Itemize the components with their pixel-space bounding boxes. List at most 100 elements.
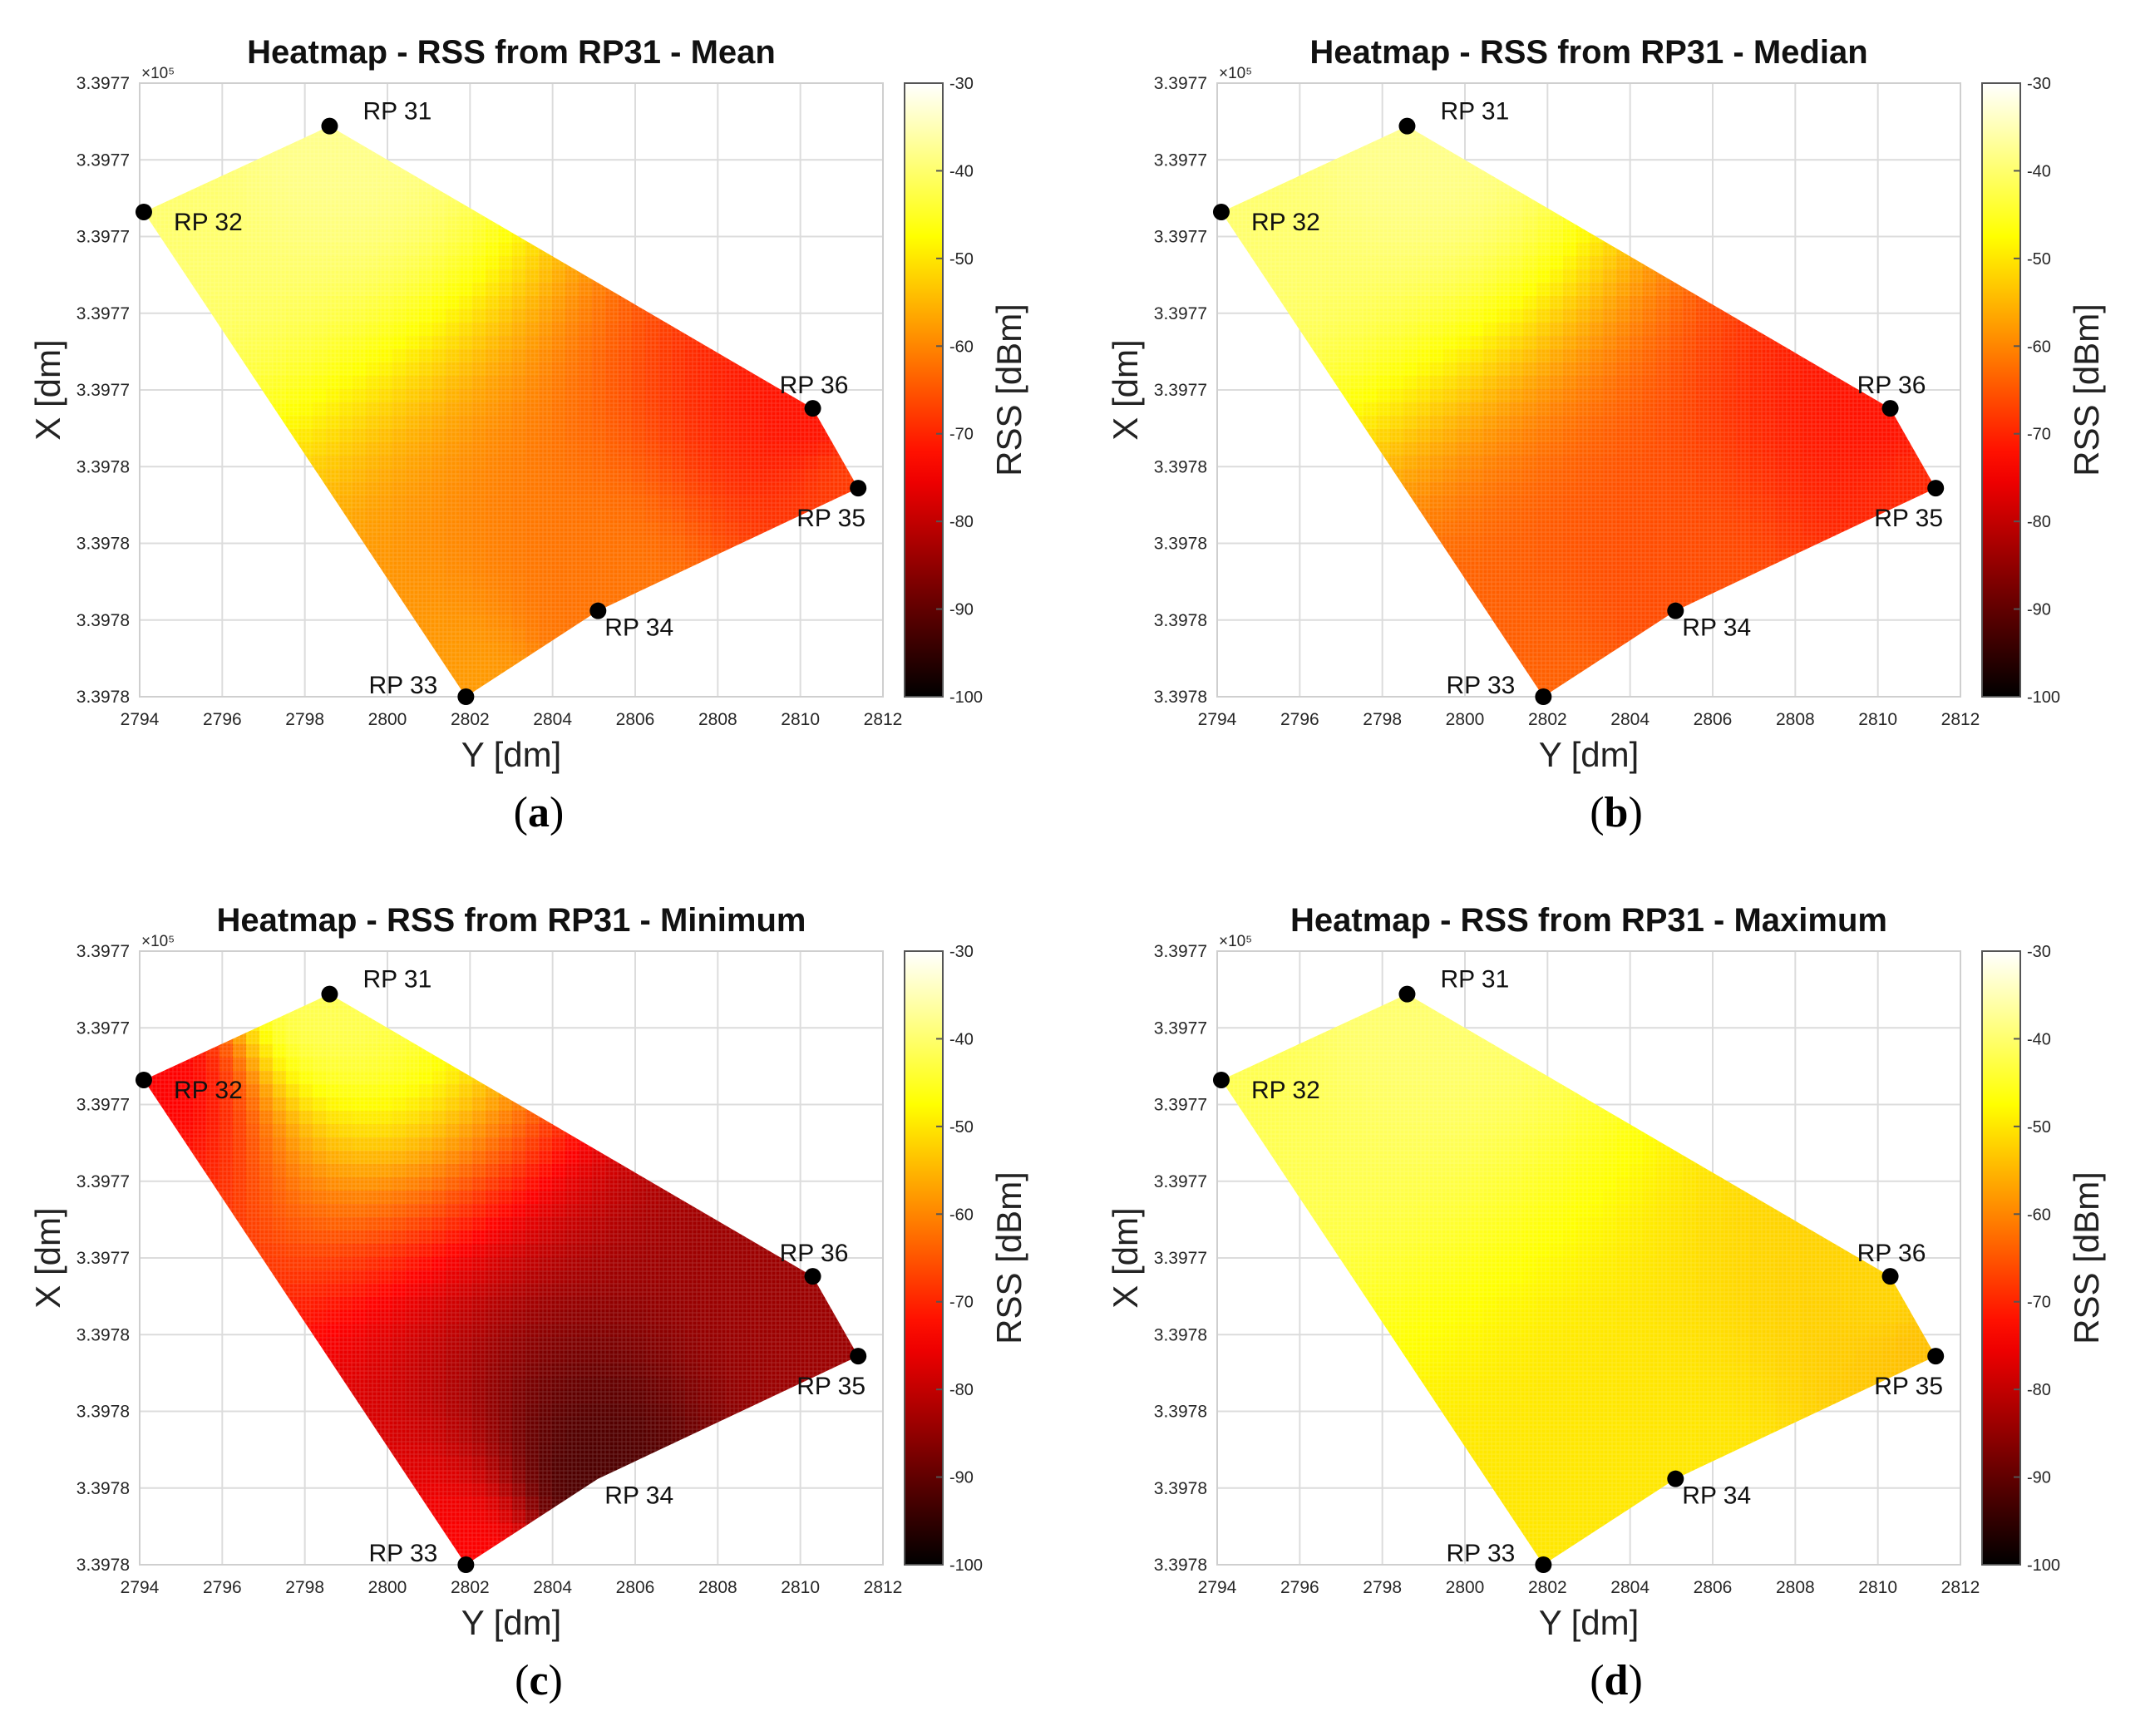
y-tick-label: 3.3977 [76, 381, 130, 400]
point-label: RP 36 [780, 372, 849, 399]
point-label: RP 32 [174, 1077, 243, 1104]
panel-label-b: (b) [1590, 789, 1643, 836]
y-tick-label: 3.3977 [1154, 942, 1207, 961]
colorbar-tick-label: -100 [949, 688, 983, 707]
colorbar [904, 82, 944, 698]
x-tick-label: 2800 [368, 1578, 407, 1597]
marker-rp-31 [1398, 985, 1416, 1003]
x-tick-label: 2806 [1694, 1578, 1733, 1597]
colorbar-tick-label: -30 [949, 75, 974, 93]
x-tick-label: 2806 [616, 1578, 655, 1597]
x-tick-label: 2804 [533, 1578, 572, 1597]
x-tick-label: 2804 [1610, 1578, 1650, 1597]
x-tick-label: 2794 [121, 1578, 160, 1597]
marker-rp-31 [321, 985, 338, 1003]
colorbar-tick-label: -40 [949, 1030, 974, 1048]
axes-box [139, 950, 884, 1566]
colorbar-tick-label: -80 [949, 1381, 974, 1399]
point-label: RP 35 [796, 505, 865, 532]
y-axis-label: X [dm] [1106, 339, 1145, 440]
x-tick-label: 2812 [1941, 1578, 1980, 1597]
y-tick-label: 3.3978 [76, 535, 130, 554]
x-tick-label: 2812 [864, 1578, 903, 1597]
colorbar-tick-label: -80 [2027, 1381, 2051, 1399]
marker-rp-35 [1927, 480, 1945, 497]
panel-label-c: (c) [515, 1657, 563, 1704]
point-label: RP 31 [1440, 966, 1509, 994]
colorbar-tick-label: -50 [949, 1118, 974, 1137]
panel-label-a: (a) [513, 789, 565, 836]
y-tick-label: 3.3977 [76, 304, 130, 323]
marker-rp-36 [804, 1268, 821, 1285]
y-axis-label: X [dm] [1106, 1207, 1145, 1308]
y-tick-label: 3.3977 [1154, 228, 1207, 247]
y-tick-label: 3.3978 [1154, 611, 1207, 630]
point-label: RP 31 [362, 98, 431, 126]
colorbar-tick-label: -60 [2027, 338, 2051, 356]
marker-rp-31 [321, 117, 338, 135]
y-tick-label: 3.3978 [76, 1479, 130, 1498]
x-tick-label: 2800 [1446, 1578, 1485, 1597]
y-axis-label: X [dm] [28, 339, 67, 440]
colorbar-tick-label: -70 [2027, 1294, 2051, 1312]
colorbar-tick-label: -70 [2027, 426, 2051, 444]
y-tick-label: 3.3978 [76, 1556, 130, 1575]
marker-rp-36 [1881, 400, 1899, 417]
x-tick-label: 2796 [1280, 710, 1319, 729]
y-exponent-label: ×10⁵ [141, 933, 175, 950]
chart-title: Heatmap - RSS from RP31 - Mean [247, 34, 776, 71]
x-axis-label: Y [dm] [461, 735, 562, 774]
colorbar [1981, 950, 2021, 1566]
x-tick-label: 2796 [203, 710, 242, 729]
y-exponent-label: ×10⁵ [1219, 933, 1252, 950]
x-tick-label: 2802 [451, 710, 490, 729]
y-tick-label: 3.3977 [1154, 1249, 1207, 1268]
colorbar-label: RSS [dBm] [2067, 1171, 2106, 1344]
x-tick-label: 2810 [1858, 1578, 1897, 1597]
x-tick-label: 2808 [698, 710, 737, 729]
colorbar-tick-label: -100 [2027, 688, 2060, 707]
y-tick-label: 3.3978 [76, 1403, 130, 1422]
x-tick-label: 2802 [1528, 710, 1567, 729]
colorbar [904, 950, 944, 1566]
x-tick-label: 2794 [1198, 710, 1237, 729]
point-label: RP 33 [1447, 672, 1516, 699]
marker-rp-36 [1881, 1268, 1899, 1285]
y-tick-label: 3.3977 [76, 942, 130, 961]
heatmap-panel-b: 2794 2796 2798 2800 2802 2804 2806 2808 2810 2812… [1078, 0, 2155, 868]
y-exponent-label: ×10⁵ [1219, 65, 1252, 82]
colorbar-tick-label: -50 [2027, 1118, 2051, 1137]
y-tick-label: 3.3978 [1154, 1325, 1207, 1344]
marker-rp-32 [135, 1071, 152, 1088]
colorbar-label: RSS [dBm] [989, 1171, 1028, 1344]
point-label: RP 31 [362, 966, 431, 994]
colorbar-tick-label: -100 [949, 1556, 983, 1575]
colorbar-tick-label: -60 [2027, 1206, 2051, 1224]
marker-rp-33 [457, 688, 475, 705]
y-tick-label: 3.3977 [1154, 1096, 1207, 1115]
x-tick-label: 2808 [1776, 1578, 1815, 1597]
colorbar [1981, 82, 2021, 698]
axes-box [1216, 950, 1961, 1566]
colorbar-tick-label: -70 [949, 426, 974, 444]
marker-rp-33 [457, 1556, 475, 1573]
x-tick-label: 2806 [616, 710, 655, 729]
y-tick-label: 3.3978 [76, 688, 130, 707]
colorbar-tick-label: -40 [949, 162, 974, 180]
point-label: RP 34 [1682, 1482, 1751, 1510]
colorbar-tick-label: -50 [2027, 250, 2051, 269]
chart-title: Heatmap - RSS from RP31 - Minimum [216, 902, 806, 939]
x-tick-label: 2802 [1528, 1578, 1567, 1597]
marker-rp-36 [804, 400, 821, 417]
point-label: RP 36 [1857, 1240, 1926, 1267]
colorbar-tick-label: -30 [2027, 943, 2051, 961]
heatmap-panel-a: 2794 2796 2798 2800 2802 2804 2806 2808 2810 2812… [0, 0, 1078, 868]
y-tick-label: 3.3977 [76, 1018, 130, 1038]
chart-title: Heatmap - RSS from RP31 - Median [1309, 34, 1867, 71]
x-tick-label: 2804 [1610, 710, 1650, 729]
x-tick-label: 2806 [1694, 710, 1733, 729]
y-tick-label: 3.3978 [76, 457, 130, 476]
x-tick-label: 2804 [533, 710, 572, 729]
y-tick-label: 3.3978 [76, 611, 130, 630]
y-tick-label: 3.3978 [1154, 1479, 1207, 1498]
